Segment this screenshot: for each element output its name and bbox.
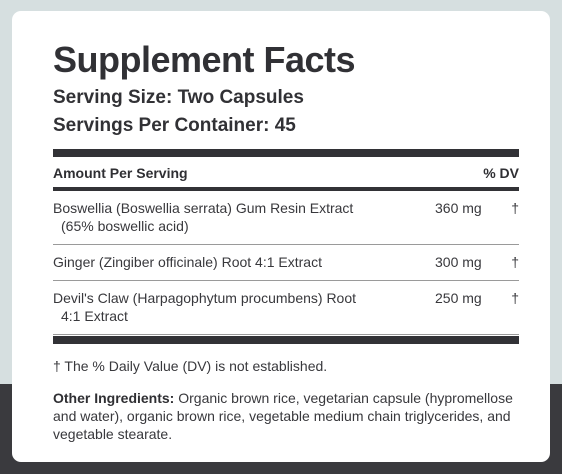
other-ingredients-text: Organic brown rice, vegetarian capsule (… (53, 390, 513, 442)
ingredient-dv: † (511, 290, 519, 306)
supplement-facts-panel: Supplement Facts Serving Size: Two Capsu… (12, 11, 550, 462)
other-ingredients: Other Ingredients: Organic brown rice, v… (53, 389, 519, 443)
servings-per-container: Servings Per Container: 45 (53, 115, 296, 136)
header-percent-dv: % DV (483, 165, 519, 181)
header-amount-per-serving: Amount Per Serving (53, 165, 188, 181)
ingredient-name: Ginger (Zingiber officinale) Root 4:1 Ex… (53, 253, 435, 271)
ingredient-name-line1: Boswellia (Boswellia serrata) Gum Resin … (53, 200, 354, 216)
serving-size: Serving Size: Two Capsules (53, 87, 304, 108)
ingredient-dv: † (511, 200, 519, 216)
ingredient-name-line1: Devil's Claw (Harpagophytum procumbens) … (53, 290, 357, 306)
ingredient-amount: 250 mg (435, 290, 482, 306)
ingredient-name-line2: (65% boswellic acid) (61, 218, 189, 234)
ingredient-name-line1: Ginger (Zingiber officinale) Root 4:1 Ex… (53, 254, 322, 270)
ingredient-amount: 300 mg (435, 254, 482, 270)
table-header: Amount Per Serving % DV (53, 157, 519, 187)
ingredient-dv: † (511, 254, 519, 270)
ingredient-name-line2: 4:1 Extract (61, 308, 128, 324)
other-ingredients-label: Other Ingredients: (53, 390, 175, 406)
panel-content: Supplement Facts Serving Size: Two Capsu… (53, 39, 519, 443)
ingredient-row: Ginger (Zingiber officinale) Root 4:1 Ex… (53, 245, 519, 281)
ingredient-row: Devil's Claw (Harpagophytum procumbens) … (53, 281, 519, 335)
panel-title: Supplement Facts (53, 39, 356, 80)
ingredient-amount: 360 mg (435, 200, 482, 216)
divider-header (53, 187, 519, 191)
ingredient-row: Boswellia (Boswellia serrata) Gum Resin … (53, 191, 519, 245)
ingredient-name: Devil's Claw (Harpagophytum procumbens) … (53, 289, 435, 325)
ingredient-name: Boswellia (Boswellia serrata) Gum Resin … (53, 199, 435, 235)
divider-thick-top (53, 149, 519, 157)
dv-footnote: † The % Daily Value (DV) is not establis… (53, 358, 328, 374)
divider-thick-bottom (53, 336, 519, 344)
